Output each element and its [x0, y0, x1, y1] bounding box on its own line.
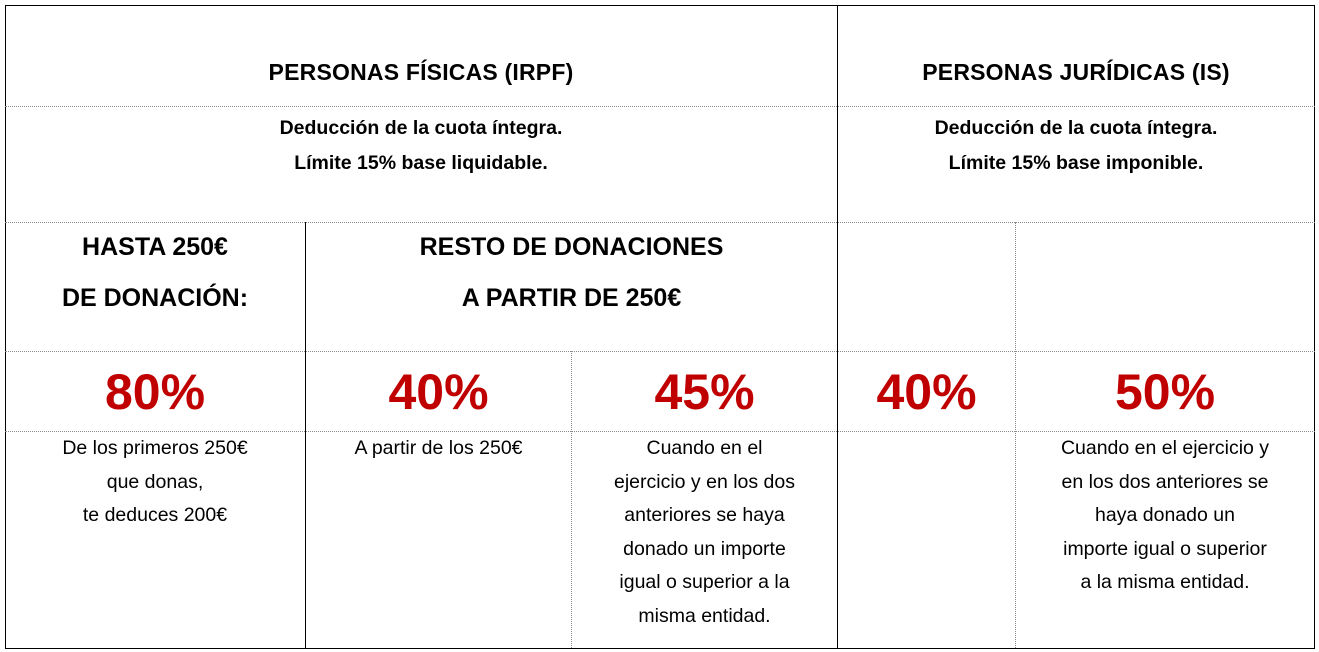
pct-80-cell: 80%: [5, 352, 305, 431]
is-subheader: Deducción de la cuota íntegra. Límite 15…: [935, 111, 1218, 181]
desc-80-cell: De los primeros 250€ que donas, te deduc…: [5, 432, 305, 648]
desc-45-line: anteriores se haya: [624, 504, 785, 526]
desc-45: Cuando en el ejercicio y en los dos ante…: [614, 432, 795, 633]
pct-50-cell: 50%: [1016, 352, 1314, 431]
irpf-col2-title-line2: A PARTIR DE 250€: [461, 284, 682, 312]
table-border-bottom: [5, 648, 1315, 649]
irpf-col1-title-cell: HASTA 250€ DE DONACIÓN:: [5, 222, 305, 350]
desc-50-line: a la misma entidad.: [1080, 571, 1250, 593]
is-header-cell: PERSONAS JURÍDICAS (IS): [838, 5, 1314, 139]
desc-45-line: Cuando en el: [646, 437, 763, 459]
desc-45-cell: Cuando en el ejercicio y en los dos ante…: [572, 432, 837, 648]
irpf-col2-title-line1: RESTO DE DONACIONES: [419, 233, 724, 261]
row-divider-4: [5, 431, 1315, 432]
col-divider-irpf-1: [305, 222, 306, 648]
row-divider-3: [5, 351, 1315, 352]
pct-80: 80%: [104, 363, 206, 420]
desc-80-line: te deduces 200€: [82, 504, 228, 526]
desc-50-line: importe igual o superior: [1063, 537, 1267, 560]
is-subheader-cell: Deducción de la cuota íntegra. Límite 15…: [838, 111, 1314, 221]
desc-45-line: misma entidad.: [638, 604, 771, 627]
irpf-col2-title-cell: RESTO DE DONACIONES A PARTIR DE 250€: [306, 222, 837, 350]
irpf-subheader-line1: Deducción de la cuota íntegra.: [279, 117, 563, 139]
table-border-left: [5, 5, 6, 648]
desc-45-line: donado un importe: [623, 537, 786, 560]
table-border-right: [1314, 5, 1315, 648]
desc-80-line: que donas,: [106, 470, 204, 493]
pct-40-is: 40%: [876, 363, 977, 420]
pct-40-irpf-cell: 40%: [306, 352, 571, 431]
irpf-col1-title: HASTA 250€ DE DONACIÓN:: [62, 222, 248, 324]
pct-45-cell: 45%: [572, 352, 837, 431]
desc-40-irpf-line: A partir de los 250€: [354, 437, 523, 459]
desc-40-irpf: A partir de los 250€: [354, 432, 522, 466]
desc-80-line: De los primeros 250€: [62, 437, 248, 459]
row-divider-2: [5, 222, 1315, 223]
irpf-col1-title-line1: HASTA 250€: [82, 233, 228, 261]
pct-40-is-cell: 40%: [838, 352, 1015, 431]
irpf-col1-title-line2: DE DONACIÓN:: [61, 284, 249, 312]
desc-50: Cuando en el ejercicio y en los dos ante…: [1061, 432, 1269, 600]
irpf-col2-title: RESTO DE DONACIONES A PARTIR DE 250€: [420, 222, 724, 324]
desc-50-cell: Cuando en el ejercicio y en los dos ante…: [1016, 432, 1314, 648]
section-divider: [837, 5, 838, 648]
desc-45-line: igual o superior a la: [619, 571, 790, 593]
irpf-subheader-cell: Deducción de la cuota íntegra. Límite 15…: [5, 111, 837, 221]
desc-45-line: ejercicio y en los dos: [613, 470, 795, 493]
is-header: PERSONAS JURÍDICAS (IS): [922, 58, 1230, 85]
irpf-subheader: Deducción de la cuota íntegra. Límite 15…: [280, 111, 563, 181]
desc-50-line: Cuando en el ejercicio y: [1060, 437, 1270, 459]
col-divider-is-1: [1015, 222, 1016, 648]
irpf-header-cell: PERSONAS FÍSICAS (IRPF): [5, 5, 837, 139]
pct-40-irpf: 40%: [388, 363, 489, 420]
desc-50-line: en los dos anteriores se: [1061, 470, 1269, 493]
row-divider-1: [5, 106, 1315, 107]
table-border-top: [5, 5, 1315, 6]
col-divider-irpf-2: [571, 351, 572, 648]
pct-45: 45%: [654, 363, 755, 420]
is-subheader-line2: Límite 15% base imponible.: [948, 152, 1204, 174]
irpf-subheader-line2: Límite 15% base liquidable.: [294, 152, 548, 174]
pct-50: 50%: [1114, 363, 1216, 420]
irpf-header: PERSONAS FÍSICAS (IRPF): [268, 58, 574, 85]
desc-80: De los primeros 250€ que donas, te deduc…: [62, 432, 247, 533]
desc-50-line: haya donado un: [1095, 504, 1235, 526]
desc-40-irpf-cell: A partir de los 250€: [306, 432, 571, 648]
is-subheader-line1: Deducción de la cuota íntegra.: [934, 117, 1218, 139]
